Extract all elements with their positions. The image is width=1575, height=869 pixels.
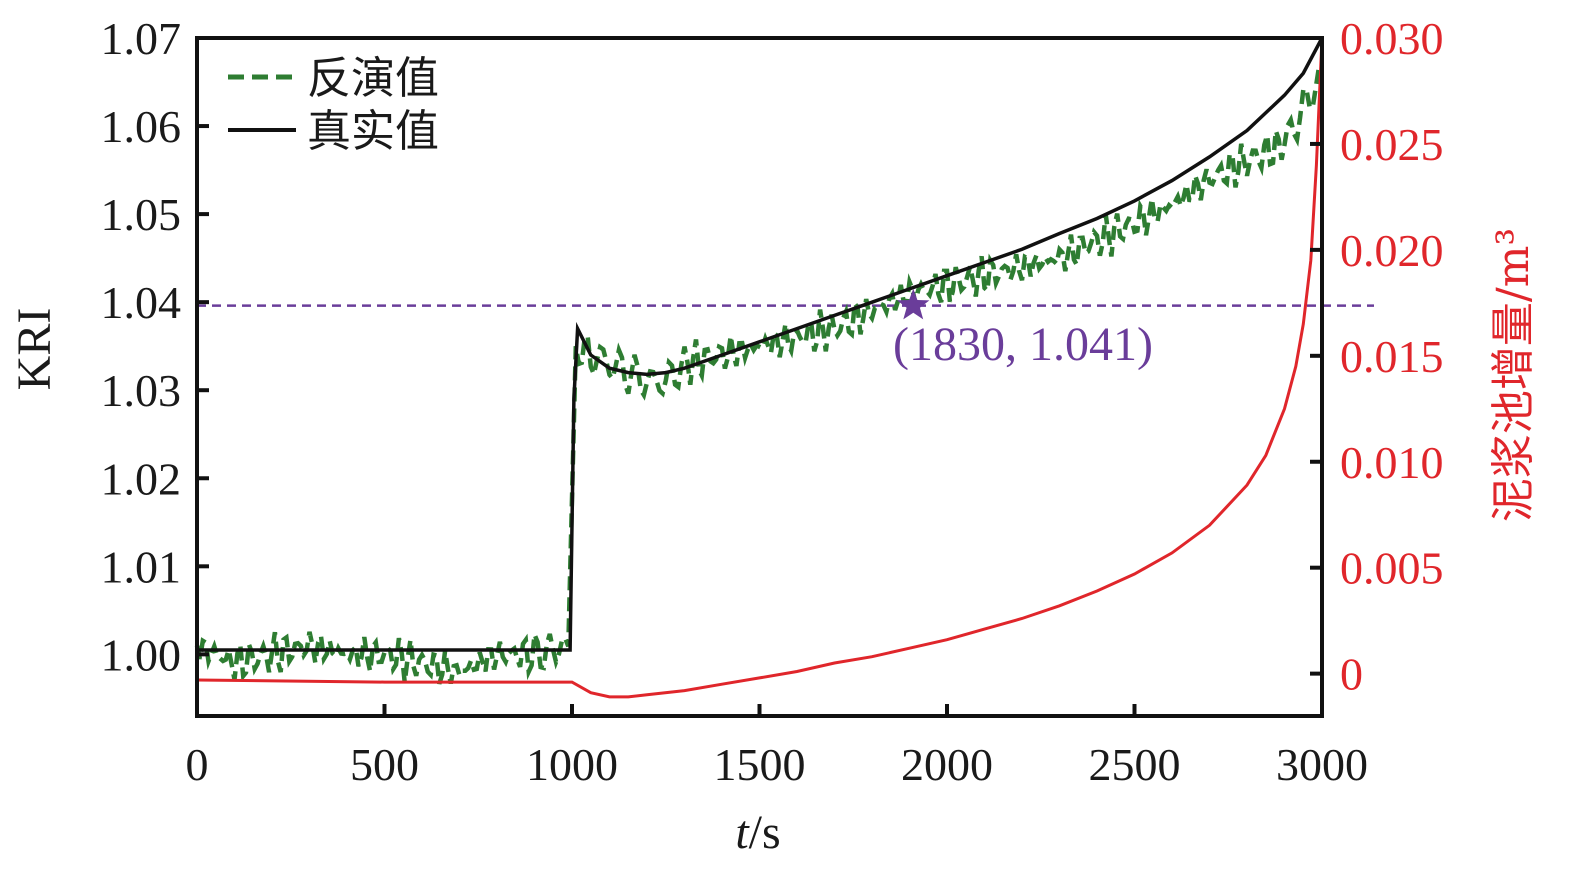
- inverted-series: [194, 60, 1324, 685]
- y2-tick-label: 0.005: [1340, 543, 1444, 594]
- x-axis-title: t/s: [735, 806, 780, 859]
- y-axis-title: KRI: [8, 308, 61, 391]
- y-tick-label: 1.06: [101, 101, 182, 152]
- y2-tick-label: 0.015: [1340, 331, 1444, 382]
- y2-tick-label: 0.030: [1340, 13, 1444, 64]
- y-tick-label: 1.03: [101, 365, 182, 416]
- true-series: [197, 37, 1324, 652]
- axes-layer: 0 500 1000 1500 2000 2500 3000 1.00 1.01 1.02 1.03…: [101, 13, 1444, 790]
- annotation-label: (1830, 1.041): [893, 318, 1153, 371]
- y2-tick-label: 0.010: [1340, 437, 1444, 488]
- y-tick-label: 1.05: [101, 189, 182, 240]
- x-tick-label: 0: [186, 739, 209, 790]
- y-tick-label: 1.02: [101, 453, 182, 504]
- x-tick-label: 3000: [1276, 739, 1368, 790]
- y-tick-label: 1.00: [101, 629, 182, 680]
- y-tick-label: 1.04: [101, 277, 182, 328]
- x-tick-label: 500: [350, 739, 419, 790]
- x-tick-label: 2500: [1089, 739, 1181, 790]
- legend-label-inverted: 反演值: [307, 53, 439, 104]
- x-tick-label: 1000: [526, 739, 618, 790]
- legend-label-true: 真实值: [307, 106, 439, 157]
- y2-tick-label: 0.020: [1340, 225, 1444, 276]
- annotation-star-marker: [897, 288, 930, 320]
- legend: 反演值 真实值: [228, 53, 439, 157]
- series-layer: [194, 37, 1374, 699]
- y-tick-label: 1.07: [101, 13, 182, 64]
- x-tick-label: 1500: [714, 739, 806, 790]
- y2-tick-label: 0.025: [1340, 119, 1444, 170]
- x-tick-label: 2000: [901, 739, 993, 790]
- y-tick-label: 1.01: [101, 541, 182, 592]
- mud-pit-gain-series: [196, 37, 1324, 699]
- y2-tick-label: 0: [1340, 649, 1363, 700]
- y2-axis-title: 泥浆池增量/m³: [1488, 228, 1539, 522]
